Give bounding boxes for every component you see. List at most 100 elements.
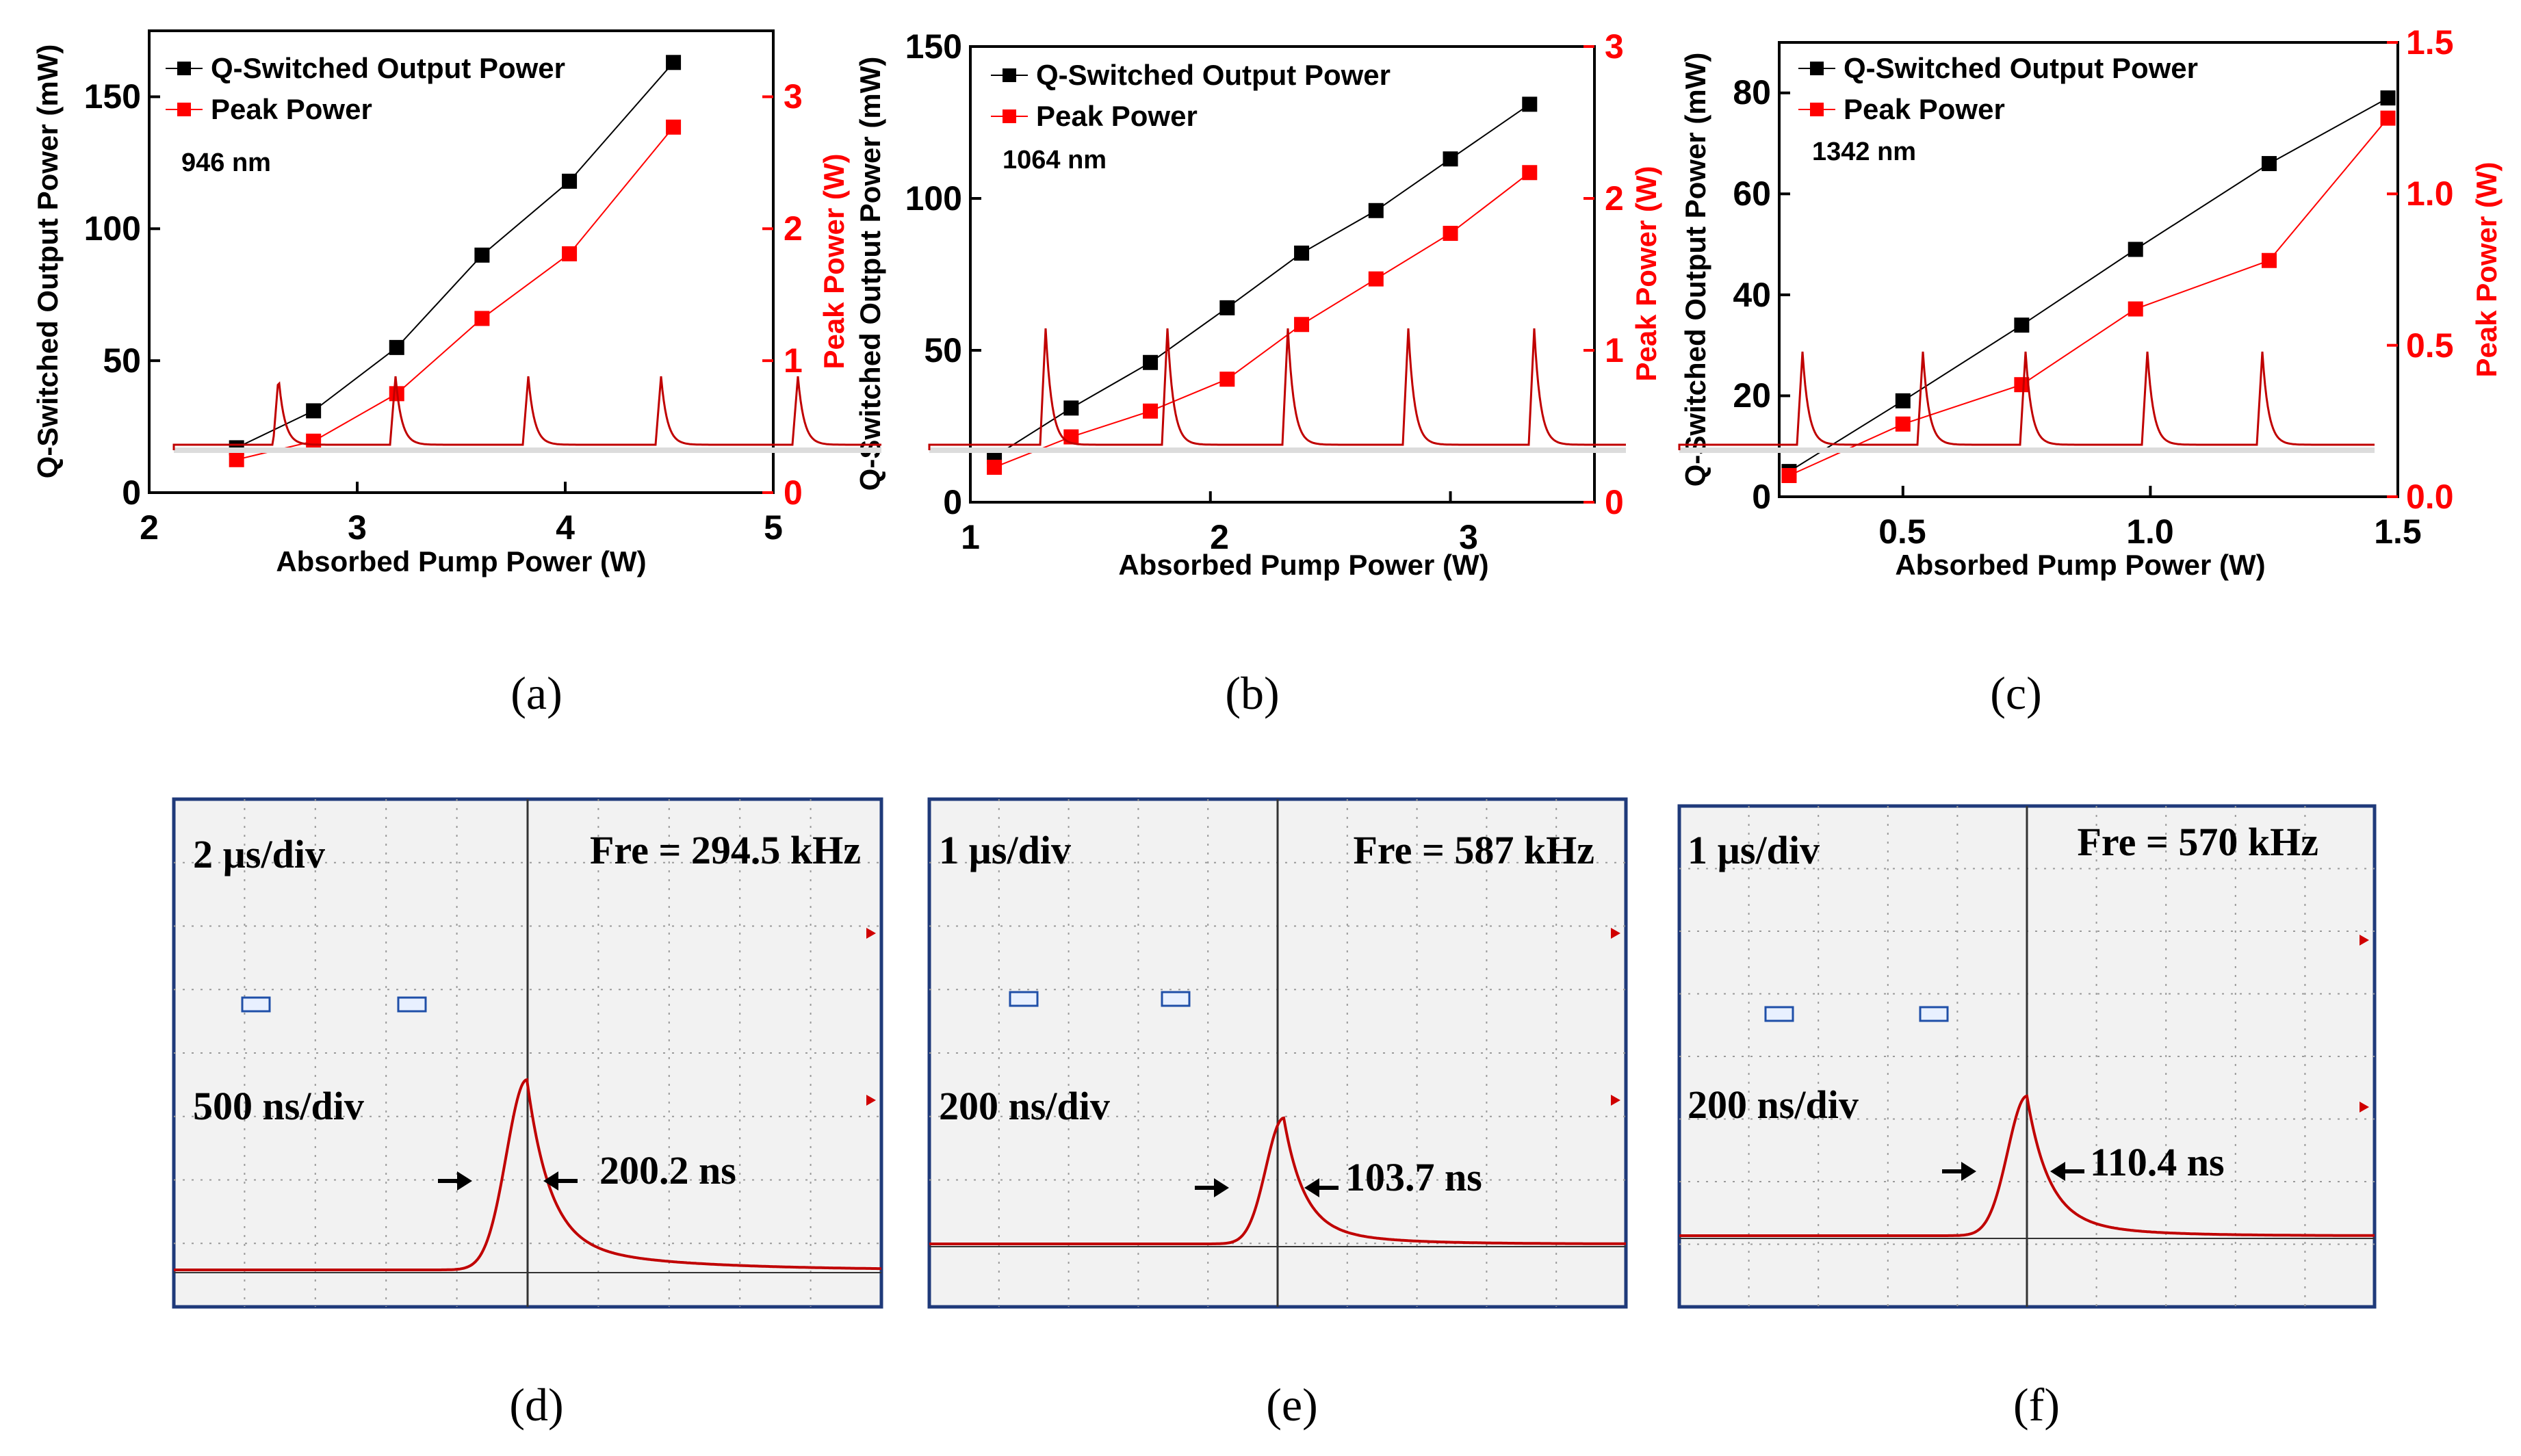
legend-label-output: Q-Switched Output Power <box>211 52 565 84</box>
scope-screen <box>172 447 883 1309</box>
y-right-axis-title: Peak Power (W) <box>818 153 850 369</box>
x-tick-label: 3 <box>348 508 367 547</box>
y-right-tick-label: 1.5 <box>2406 23 2454 62</box>
y-left-tick-label: 40 <box>1733 276 1771 314</box>
peak-power-point <box>1781 468 1797 484</box>
top-timebase-label: 1 µs/div <box>1688 828 1820 872</box>
scope-d: 2 µs/div Fre = 294.5 kHz 500 ns/div 200.… <box>172 376 883 1309</box>
scope-f: 1 µs/div Fre = 570 kHz 200 ns/div 110.4 … <box>1677 351 2377 1309</box>
y-left-axis-title: Q-Switched Output Power (mW) <box>31 44 64 479</box>
single-pulse-trace <box>929 1116 1626 1245</box>
y-right-tick-label: 2 <box>1605 179 1624 218</box>
pulse-width-arrowhead-right <box>1304 1178 1319 1197</box>
legend-label-peak: Peak Power <box>211 93 372 125</box>
series-layer <box>987 96 1538 475</box>
pulse-width-arrowhead-left <box>1961 1162 1976 1181</box>
output-power-point <box>389 339 404 355</box>
legend-label-output: Q-Switched Output Power <box>1844 52 2198 84</box>
scope-e: 1 µs/div Fre = 587 kHz 200 ns/div 103.7 … <box>927 328 1628 1309</box>
trigger-marker <box>2360 1102 2369 1113</box>
y-left-tick-label: 20 <box>1733 376 1771 415</box>
peak-power-point <box>306 433 322 449</box>
plot-frame <box>1778 41 2399 498</box>
y-left-tick-label: 50 <box>924 331 962 369</box>
pulse-train-trace <box>1678 351 2375 450</box>
x-tick-label: 1 <box>961 518 980 556</box>
pulse-width-label: 110.4 ns <box>2090 1140 2225 1184</box>
y-left-tick-label: 60 <box>1733 174 1771 213</box>
x-tick-label: 2 <box>140 508 159 547</box>
y-right-axis-title: Peak Power (W) <box>1630 166 1662 381</box>
output-power-point <box>562 173 578 189</box>
trigger-marker <box>1611 1095 1620 1106</box>
frequency-label: Fre = 587 kHz <box>1353 828 1594 872</box>
trigger-marker <box>1611 928 1620 939</box>
pulse-train-trace <box>928 328 1626 450</box>
axis-ticks <box>969 45 1594 504</box>
x-axis-title: Absorbed Pump Power (W) <box>1118 549 1488 581</box>
y-right-axis-title: Peak Power (W) <box>2470 161 2503 377</box>
peak-power-point <box>562 246 578 261</box>
cursor-marker <box>241 996 271 1013</box>
peak-power-line <box>994 172 1530 468</box>
cursor-marker <box>397 996 427 1013</box>
peak-power-point <box>1294 317 1310 333</box>
y-right-tick-label: 0 <box>1605 483 1624 521</box>
y-left-tick-label: 0 <box>943 483 962 521</box>
legend-marker-black <box>177 62 191 75</box>
y-left-tick-label: 0 <box>122 473 141 512</box>
chart-b: 1 2 3 0 50 100 150 0 1 2 3 Absorbed Pump… <box>854 27 1662 581</box>
peak-power-point <box>666 119 682 135</box>
peak-power-point <box>1443 226 1458 242</box>
trigger-marker <box>866 1095 876 1106</box>
peak-power-point <box>1143 403 1159 419</box>
bottom-timebase-label: 200 ns/div <box>1688 1082 1859 1127</box>
y-left-tick-label: 100 <box>905 179 962 218</box>
scope-screen <box>927 447 1628 1309</box>
output-power-point <box>1063 400 1079 416</box>
peak-power-line <box>1789 118 2389 476</box>
series-layer <box>1781 90 2396 484</box>
y-right-tick-label: 3 <box>784 77 803 116</box>
scope-trace-layer <box>172 376 881 1271</box>
output-power-line <box>236 62 674 449</box>
pulse-width-label: 200.2 ns <box>599 1148 736 1193</box>
top-timebase-label: 2 µs/div <box>193 832 325 876</box>
x-tick-label: 0.5 <box>1878 512 1926 551</box>
output-power-point <box>1895 393 1911 408</box>
output-power-point <box>1368 203 1384 218</box>
peak-power-point <box>1219 372 1235 387</box>
chart-a: 2 3 4 5 0 50 100 150 0 1 2 3 Absorbed Pu… <box>31 29 850 577</box>
peak-power-point <box>1522 165 1538 181</box>
scope-trace-layer <box>928 328 1626 1245</box>
output-power-line <box>1788 97 2388 472</box>
trigger-marker <box>866 928 876 939</box>
cursor-marker <box>1161 991 1191 1007</box>
y-right-tick-label: 0 <box>784 473 803 512</box>
frequency-label: Fre = 294.5 kHz <box>590 828 861 872</box>
output-power-point <box>2380 90 2396 106</box>
pulse-width-arrowhead-left <box>1214 1178 1229 1197</box>
panel-label-d: (d) <box>509 1379 563 1431</box>
axis-ticks <box>1779 41 2399 498</box>
cursor-marker <box>1009 991 1039 1007</box>
output-power-point <box>1522 96 1538 112</box>
panel-label-e: (e) <box>1266 1379 1317 1431</box>
peak-power-point <box>1895 416 1911 432</box>
pulse-width-arrowhead-right <box>543 1171 558 1191</box>
peak-power-line <box>236 127 674 460</box>
y-right-tick-label: 1 <box>1605 331 1624 369</box>
x-tick-label: 1.0 <box>2126 512 2174 551</box>
pulse-width-arrowhead-right <box>2050 1162 2065 1181</box>
scope-divider-band <box>174 447 881 453</box>
wavelength-label: 1342 nm <box>1812 138 1916 166</box>
cursor-marker <box>1919 1006 1949 1022</box>
x-tick-label: 1.5 <box>2374 512 2422 551</box>
output-power-point <box>1219 300 1235 315</box>
trigger-marker <box>2360 935 2369 946</box>
panel-label-a: (a) <box>510 667 562 719</box>
x-tick-label: 4 <box>556 508 575 547</box>
y-left-axis-title: Q-Switched Output Power (mW) <box>854 57 886 491</box>
peak-power-point <box>1368 271 1384 287</box>
